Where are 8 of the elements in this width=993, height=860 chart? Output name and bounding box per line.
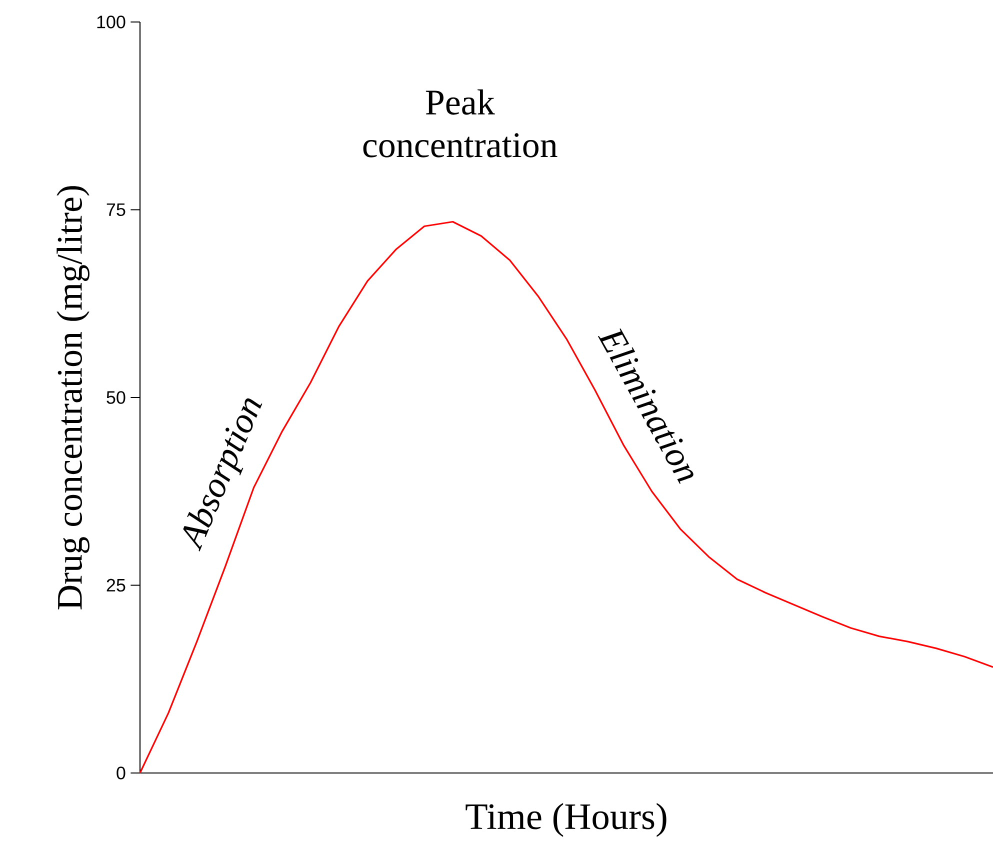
y-tick-label: 50 (106, 391, 126, 404)
y-tick-label: 0 (116, 766, 126, 780)
annotation: Peak concentration (363, 89, 558, 158)
y-axis-title: Drug concentration (mg/litre) (56, 186, 90, 610)
x-axis-title: Time (Hours) (466, 803, 666, 837)
y-tick-label: 75 (106, 203, 126, 216)
y-tick-label: 25 (106, 578, 126, 592)
y-tick-label: 100 (97, 16, 126, 28)
